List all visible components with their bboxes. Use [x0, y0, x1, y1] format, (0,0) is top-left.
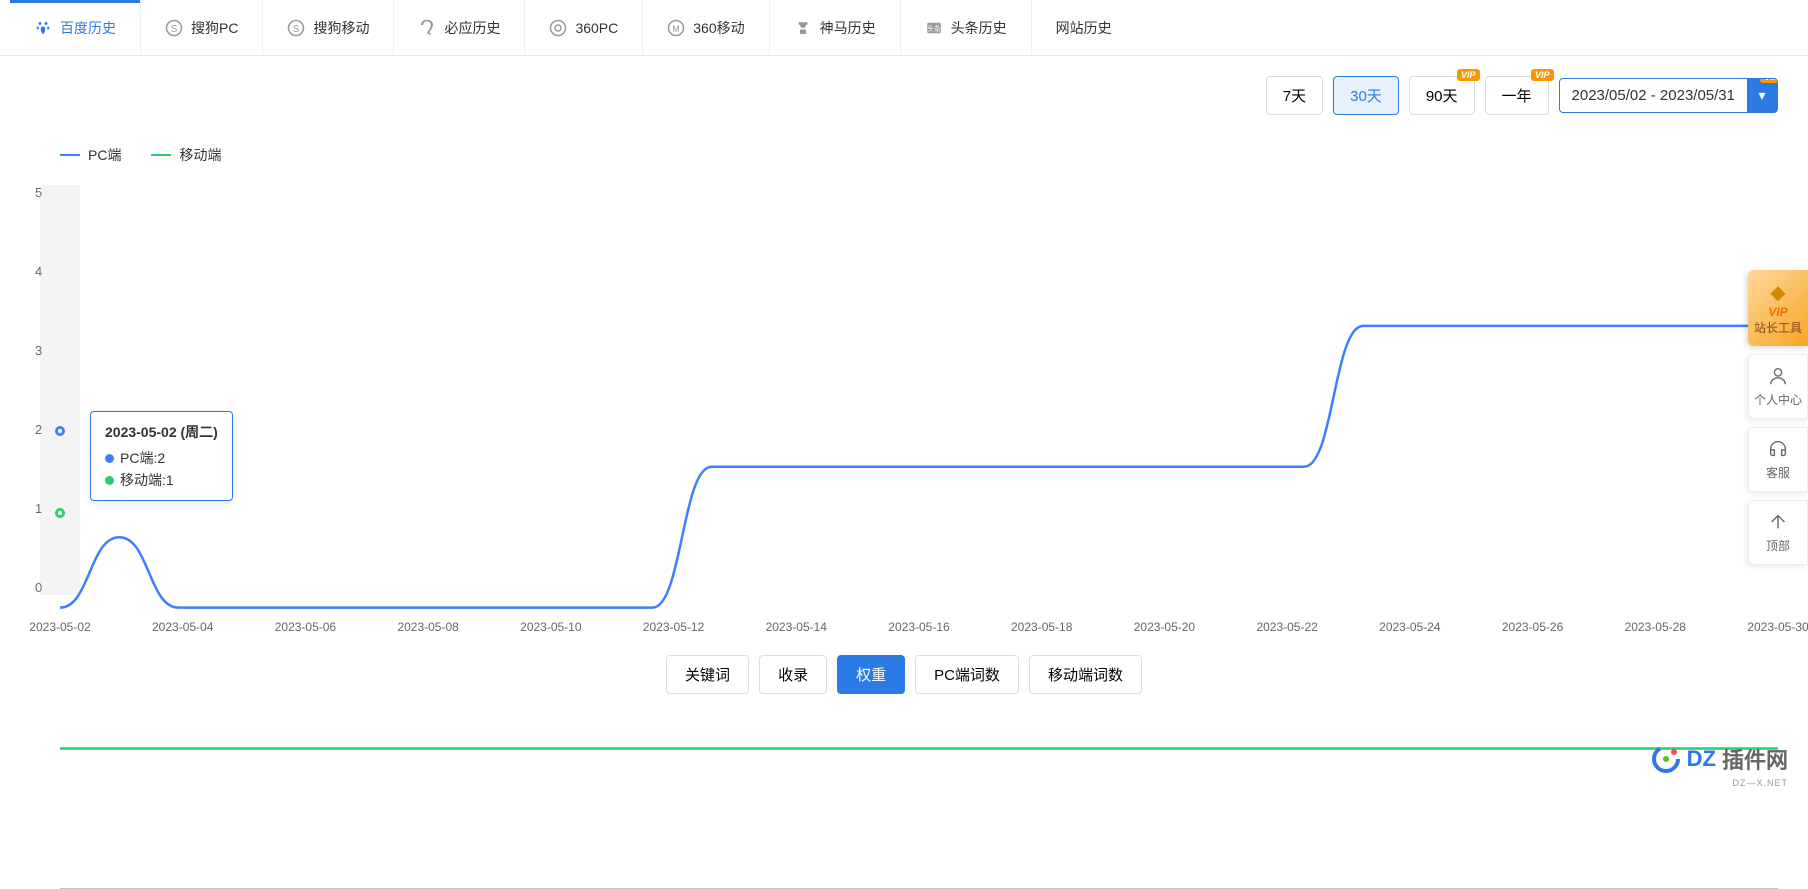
personal-center-button[interactable]: 个人中心 [1748, 354, 1808, 419]
vip-label: VIP [1754, 305, 1802, 319]
engine-tab-label: 百度历史 [60, 18, 116, 38]
engine-tab-label: 必应历史 [444, 18, 500, 38]
chart-tooltip: 2023-05-02 (周二) PC端:2移动端:1 [90, 411, 233, 501]
svg-text:S: S [171, 23, 178, 34]
user-icon [1767, 365, 1789, 387]
x-tick: 2023-05-22 [1256, 620, 1317, 634]
engine-tab-label: 360移动 [693, 18, 744, 38]
engine-icon: M [667, 19, 685, 37]
engine-tab-2[interactable]: S 搜狗移动 [263, 0, 394, 55]
range-30天[interactable]: 30天 [1333, 76, 1399, 115]
date-range-text: 2023/05/02 - 2023/05/31 [1560, 79, 1747, 112]
x-tick: 2023-05-24 [1379, 620, 1440, 634]
engine-tab-label: 网站历史 [1056, 18, 1112, 38]
tooltip-title: 2023-05-02 (周二) [105, 422, 218, 442]
side-widgets: ◆ VIP 站长工具 个人中心 客服 顶部 [1748, 270, 1808, 565]
engine-tab-label: 搜狗PC [191, 18, 238, 38]
x-tick: 2023-05-14 [766, 620, 827, 634]
vip-tools-text: 站长工具 [1754, 319, 1802, 336]
x-tick: 2023-05-28 [1625, 620, 1686, 634]
range-90天[interactable]: 90天VIP [1409, 76, 1475, 115]
engine-tab-label: 神马历史 [820, 18, 876, 38]
vip-badge: VIP [1457, 69, 1480, 81]
x-tick: 2023-05-18 [1011, 620, 1072, 634]
legend-swatch [60, 154, 80, 156]
x-tick: 2023-05-08 [397, 620, 458, 634]
svg-text:头条: 头条 [927, 24, 941, 33]
x-tick: 2023-05-06 [275, 620, 336, 634]
data-point [55, 508, 65, 518]
legend-label: 移动端 [179, 145, 221, 165]
x-tick: 2023-05-16 [888, 620, 949, 634]
vip-badge: VIP [1760, 78, 1778, 83]
vip-tools-badge[interactable]: ◆ VIP 站长工具 [1748, 270, 1808, 346]
legend-item[interactable]: PC端 [60, 145, 121, 165]
engine-tab-4[interactable]: 360PC [525, 0, 643, 55]
engine-icon: S [287, 19, 305, 37]
svg-text:S: S [293, 23, 300, 34]
engine-tab-label: 搜狗移动 [313, 18, 369, 38]
legend-item[interactable]: 移动端 [151, 145, 221, 165]
engine-tab-3[interactable]: 必应历史 [394, 0, 525, 55]
engine-icon [418, 19, 436, 37]
customer-service-button[interactable]: 客服 [1748, 427, 1808, 492]
tooltip-dot [105, 454, 114, 463]
vip-badge: VIP [1531, 69, 1554, 81]
x-tick: 2023-05-02 [29, 620, 90, 634]
date-range-toolbar: 7天 30天 90天VIP 一年VIP VIP 2023/05/02 - 2023/0… [0, 56, 1808, 125]
tooltip-row: 移动端:1 [105, 470, 218, 490]
engine-tab-label: 360PC [575, 20, 618, 36]
chart-legend: PC端 移动端 [30, 135, 1778, 185]
data-point [55, 426, 65, 436]
back-to-top-button[interactable]: 顶部 [1748, 500, 1808, 565]
date-range-picker[interactable]: VIP 2023/05/02 - 2023/05/31 ▾ [1559, 78, 1778, 113]
engine-icon: 头条 [925, 19, 943, 37]
engine-tab-5[interactable]: M 360移动 [643, 0, 769, 55]
legend-label: PC端 [88, 145, 121, 165]
range-一年[interactable]: 一年VIP [1485, 76, 1549, 115]
engine-tab-1[interactable]: S 搜狗PC [141, 0, 263, 55]
arrow-up-icon [1767, 511, 1789, 533]
watermark-logo: DZ插件网 [1651, 743, 1788, 775]
range-7天[interactable]: 7天 [1266, 76, 1323, 115]
diamond-icon: ◆ [1754, 280, 1802, 305]
engine-icon [549, 19, 567, 37]
legend-swatch [151, 154, 171, 156]
watermark-subtitle: DZ—X.NET [1732, 778, 1788, 788]
x-tick: 2023-05-20 [1134, 620, 1195, 634]
chart-area[interactable]: 543210 2023-05-02 (周二) PC端:2移动端:1 2023-0… [60, 185, 1778, 615]
engine-tab-8[interactable]: 网站历史 [1032, 0, 1136, 55]
date-dropdown-icon[interactable]: ▾ [1747, 79, 1777, 112]
x-tick: 2023-05-12 [643, 620, 704, 634]
chart-plot [60, 185, 1778, 889]
engine-icon: S [165, 19, 183, 37]
engine-tabs: 百度历史 S 搜狗PC S 搜狗移动 必应历史 360PC M 360移动 神马历史 头条 头条历史 网… [0, 0, 1808, 56]
engine-tab-0[interactable]: 百度历史 [10, 0, 141, 55]
tooltip-dot [105, 476, 114, 485]
chart-container: PC端 移动端 543210 2023-05-02 (周二) PC端:2移动端:1… [0, 125, 1808, 635]
engine-tab-6[interactable]: 神马历史 [770, 0, 901, 55]
tooltip-label: 移动端:1 [120, 470, 174, 490]
headset-icon [1767, 438, 1789, 460]
engine-tab-7[interactable]: 头条 头条历史 [901, 0, 1032, 55]
x-tick: 2023-05-30 [1747, 620, 1808, 634]
x-tick: 2023-05-10 [520, 620, 581, 634]
watermark-dz: DZ [1687, 746, 1716, 772]
watermark-text: 插件网 [1722, 743, 1788, 775]
x-tick: 2023-05-04 [152, 620, 213, 634]
engine-tab-label: 头条历史 [951, 18, 1007, 38]
watermark-icon [1651, 744, 1681, 774]
svg-text:M: M [673, 23, 681, 33]
engine-icon [34, 19, 52, 37]
x-tick: 2023-05-26 [1502, 620, 1563, 634]
engine-icon [794, 19, 812, 37]
tooltip-label: PC端:2 [120, 448, 165, 468]
series-line [60, 326, 1778, 608]
tooltip-row: PC端:2 [105, 448, 218, 468]
